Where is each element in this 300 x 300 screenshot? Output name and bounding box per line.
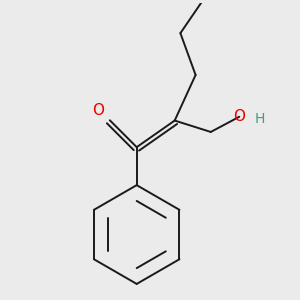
Text: O: O [233,109,245,124]
Text: O: O [92,103,104,118]
Text: H: H [255,112,266,126]
